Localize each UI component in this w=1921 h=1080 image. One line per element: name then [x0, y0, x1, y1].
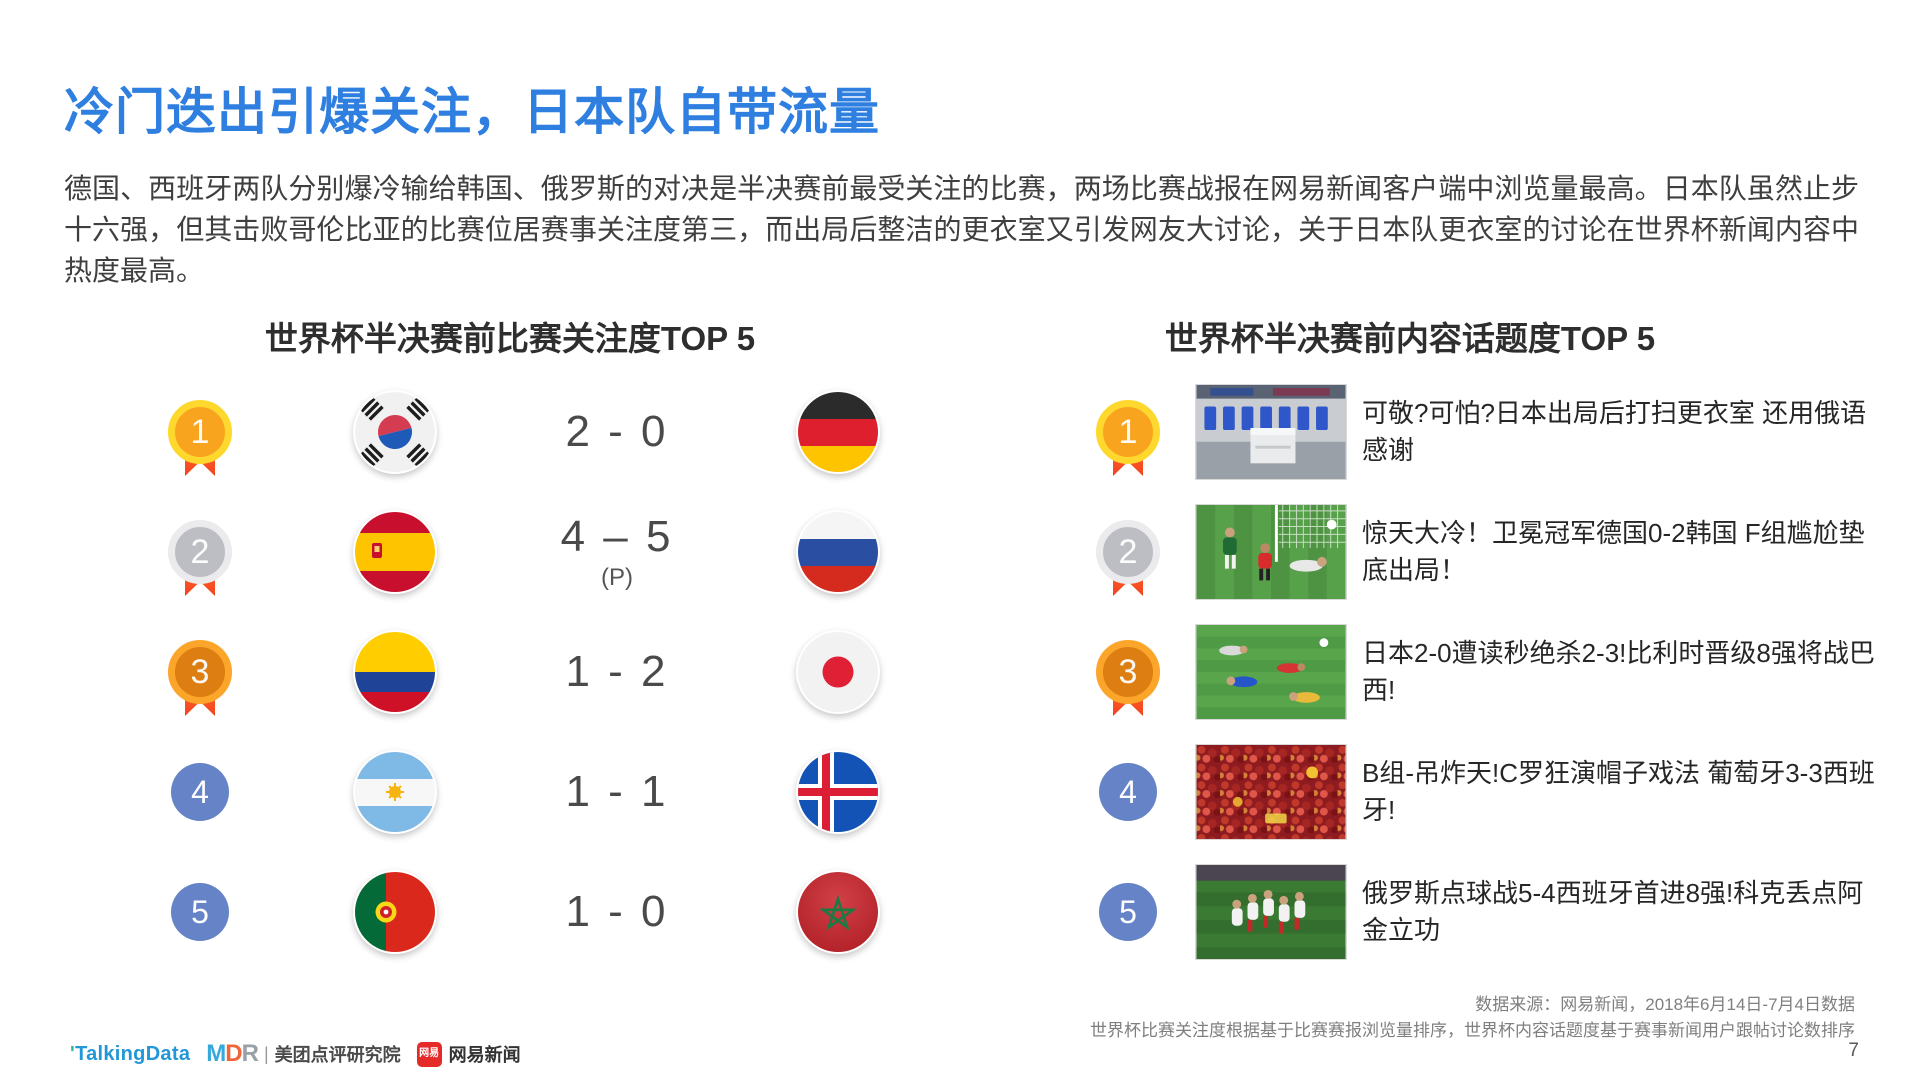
source-note-2: 世界杯比赛关注度根据基于比赛赛报浏览量排序，世界杯内容话题度基于赛事新闻用户跟帖… [1090, 1021, 1855, 1040]
match-score: 1 - 1 [565, 767, 668, 817]
match-row: 5 1 - 0 [130, 852, 910, 972]
flag-iceland-icon [796, 750, 880, 834]
penalty-note: (P) [601, 564, 633, 591]
flag-spain-icon [353, 510, 437, 594]
page-title: 冷门迭出引爆关注，日本队自带流量 [64, 84, 880, 140]
match-score: 4 – 5 (P) [561, 512, 674, 592]
news-thumbnail-goal-scene [1195, 504, 1347, 600]
flag-portugal-icon [353, 870, 437, 954]
page-number: 7 [1848, 1040, 1859, 1061]
silver-medal-icon: 2 [168, 520, 232, 584]
news-thumbnail-players-on-pitch [1195, 624, 1347, 720]
news-row: 2 惊天大冷！卫冕冠军德国0-2韩国 F组尴尬垫底出局！ [1090, 492, 1885, 612]
flag-colombia-icon [353, 630, 437, 714]
headline-text: 惊天大冷！卫冕冠军德国0-2韩国 F组尴尬垫底出局！ [1362, 518, 1865, 585]
match-score: 2 - 0 [565, 407, 668, 457]
score-text: 1 - 0 [565, 887, 669, 936]
logo-separator: | [263, 1043, 269, 1064]
intro-paragraph: 德国、西班牙两队分别爆冷输给韩国、俄罗斯的对决是半决赛前最受关注的比赛，两场比赛… [64, 173, 1859, 286]
score-text: 1 - 1 [565, 767, 669, 816]
rank-circle: 4 [1099, 763, 1157, 821]
flag-morocco-icon [796, 870, 880, 954]
silver-medal-icon: 2 [1096, 520, 1160, 584]
news-row: 1 可敬?可怕?日本出局后打扫更衣室 还用俄语感谢 [1090, 372, 1885, 492]
talkingdata-tick-icon: ' [70, 1042, 76, 1065]
gold-medal-icon: 1 [1096, 400, 1160, 464]
news-thumbnail-team-celebration [1195, 864, 1347, 960]
mdr-logo: MDR | 美团点评研究院 [206, 1040, 400, 1068]
bronze-medal-icon: 3 [168, 640, 232, 704]
netease-news-logo: 网易 网易新闻 [416, 1041, 521, 1067]
bronze-medal-icon: 3 [1096, 640, 1160, 704]
mdr-label: 美团点评研究院 [274, 1045, 401, 1065]
left-panel-title: 世界杯半决赛前比赛关注度TOP 5 [264, 320, 756, 357]
mdr-letters-icon: MDR [206, 1040, 259, 1067]
match-row: 2 4 – 5 (P) [130, 492, 910, 612]
news-thumbnail-locker-room [1195, 384, 1347, 480]
news-row: 3 日本2-0遭读秒绝杀2-3!比利时晋级8强将战巴西! [1090, 612, 1885, 732]
rank-badge-2: 2 [168, 520, 232, 596]
talkingdata-logo: 'TalkingData [70, 1043, 190, 1066]
source-note-1: 数据来源：网易新闻，2018年6月14日-7月4日数据 [1475, 995, 1855, 1014]
match-row: 3 1 - 2 [130, 612, 910, 732]
flag-argentina-icon [353, 750, 437, 834]
match-row: 1 2 - 0 [130, 372, 910, 492]
rank-circle: 4 [171, 763, 229, 821]
rank-badge-1: 1 [168, 400, 232, 476]
match-score: 1 - 2 [565, 647, 668, 697]
rank-circle: 5 [171, 883, 229, 941]
rank-badge-4: 4 [1096, 760, 1160, 824]
headline-text: 日本2-0遭读秒绝杀2-3!比利时晋级8强将战巴西! [1362, 638, 1875, 705]
score-text: 2 - 0 [565, 407, 669, 456]
rank-badge-2: 2 [1096, 520, 1160, 596]
rank-badge-5: 5 [168, 880, 232, 944]
rank-badge-5: 5 [1096, 880, 1160, 944]
netease-app-icon: 网易 [416, 1041, 442, 1067]
match-score: 1 - 0 [565, 887, 668, 937]
right-panel-title: 世界杯半决赛前内容话题度TOP 5 [1164, 320, 1656, 357]
gold-medal-icon: 1 [168, 400, 232, 464]
flag-south-korea-icon [353, 390, 437, 474]
rank-circle: 5 [1099, 883, 1157, 941]
rank-badge-4: 4 [168, 760, 232, 824]
flag-japan-icon [796, 630, 880, 714]
rank-badge-3: 3 [1096, 640, 1160, 716]
score-text: 4 – 5 [560, 512, 674, 561]
netease-news-label: 网易新闻 [448, 1045, 521, 1065]
headline-text: B组-吊炸天!C罗狂演帽子戏法 葡萄牙3-3西班牙! [1362, 758, 1875, 825]
news-row: 4 B组-吊炸天!C罗狂演 [1090, 732, 1885, 852]
flag-russia-icon [796, 510, 880, 594]
footer-logos: 'TalkingData MDR | 美团点评研究院 网易 网易新闻 [70, 1040, 521, 1068]
match-row: 4 1 - 1 [130, 732, 910, 852]
flag-germany-icon [796, 390, 880, 474]
rank-badge-3: 3 [168, 640, 232, 716]
headline-text: 可敬?可怕?日本出局后打扫更衣室 还用俄语感谢 [1362, 398, 1867, 465]
news-thumbnail-fans-crowd [1195, 744, 1347, 840]
news-row: 5 俄罗斯点球战5-4西班牙首进8强!科克丢点阿金立功 [1090, 852, 1885, 972]
talkingdata-wordmark: TalkingData [75, 1042, 191, 1065]
rank-badge-1: 1 [1096, 400, 1160, 476]
headline-text: 俄罗斯点球战5-4西班牙首进8强!科克丢点阿金立功 [1362, 878, 1864, 945]
score-text: 1 - 2 [565, 647, 669, 696]
